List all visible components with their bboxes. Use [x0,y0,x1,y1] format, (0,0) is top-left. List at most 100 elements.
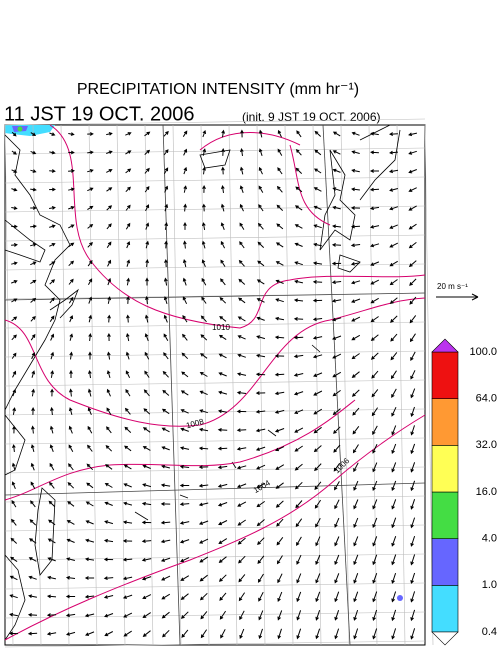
wind-vector [410,628,416,640]
wind-vector [372,609,378,621]
wind-vector [312,354,323,359]
colorbar-label: 0.4 [482,626,497,638]
wind-vector [220,259,226,267]
wind-vector [333,426,341,434]
wind-vector [410,425,415,436]
wind-vector [408,260,417,268]
wind-vector [258,166,263,175]
wind-vector [353,591,359,603]
wind-vector [390,315,398,323]
wind-vector [256,298,265,303]
wind-vector [67,482,75,489]
wind-vector [29,538,37,544]
wind-vector [8,631,19,636]
wind-vector [164,240,168,249]
wind-vector [201,222,206,230]
wind-vector [48,519,56,526]
wind-vector [313,242,323,247]
wind-vector [258,185,264,193]
wind-vector [369,206,380,211]
wind-vector [106,370,111,379]
wind-vector [276,204,284,211]
wind-vector [68,425,73,434]
colorbar-over [431,338,459,353]
wind-vector [410,443,416,455]
wind-vectors [8,129,418,640]
wind-vector [46,594,57,599]
wind-vector [314,481,322,491]
wind-vector [68,278,74,285]
wind-vector [274,391,285,396]
wind-vector [258,148,263,156]
wind-vector [141,520,152,525]
wind-vector [391,480,397,492]
wind-vector [236,428,247,433]
wind-vector [107,296,112,304]
wind-vector [28,594,38,598]
wind-vector [11,243,18,247]
wind-vector [408,242,417,249]
wind-vector [27,631,38,636]
wind-vector [30,279,37,285]
wind-vector [294,279,304,284]
wind-vector [313,408,323,415]
wind-vector [312,317,323,322]
colorbar-label: 4.0 [482,533,497,545]
wind-vector [409,315,417,324]
wind-vector [410,406,415,417]
wind-vector [238,574,246,583]
wind-vector [50,406,54,416]
wind-vector [31,352,36,360]
wind-vector [276,536,284,546]
wind-vector [49,224,56,229]
wind-vector [331,317,342,322]
wind-vector [141,539,152,544]
wind-vector [353,499,359,510]
grid-line [4,640,426,648]
wind-vector [351,298,361,303]
lat-lon-grid [4,118,434,648]
wind-vector [353,573,359,584]
wind-vector [350,262,361,266]
colorbar-segment [431,538,459,586]
wind-vector [315,554,321,565]
wind-vector [104,501,113,506]
wind-vector [296,573,302,584]
wind-vector [219,592,227,601]
wind-vector [106,187,113,192]
wind-vector [46,631,57,636]
wind-vector [275,261,284,266]
wind-vector [236,390,247,395]
wind-vector [312,298,323,303]
wind-vector [161,575,171,581]
wind-vector [372,499,378,510]
wind-vector [258,628,263,640]
wind-vector [126,277,130,286]
wind-vector [391,462,397,473]
wind-vector [351,389,360,397]
wind-vector [388,169,399,174]
wind-vector [49,206,56,210]
wind-vector [199,592,208,601]
wind-vector [179,464,190,469]
wind-vector [28,557,37,562]
wind-vector [88,296,93,304]
wind-vector [179,539,190,544]
wind-vector [295,518,303,528]
wind-vector [69,351,73,360]
wind-vector [331,261,342,266]
wind-vector [180,390,189,396]
wind-vector [124,445,132,452]
wind-vector [30,169,37,173]
wind-vector [293,373,304,377]
wind-vector [334,628,340,640]
wind-vector [218,574,227,582]
wind-vector [162,629,170,638]
wind-vector [163,333,169,341]
wind-vector [199,390,208,396]
wind-vector [275,464,285,470]
wind-vector [125,132,132,136]
wind-vector [293,354,304,359]
wind-vector [9,612,18,617]
wind-vector [237,501,247,507]
